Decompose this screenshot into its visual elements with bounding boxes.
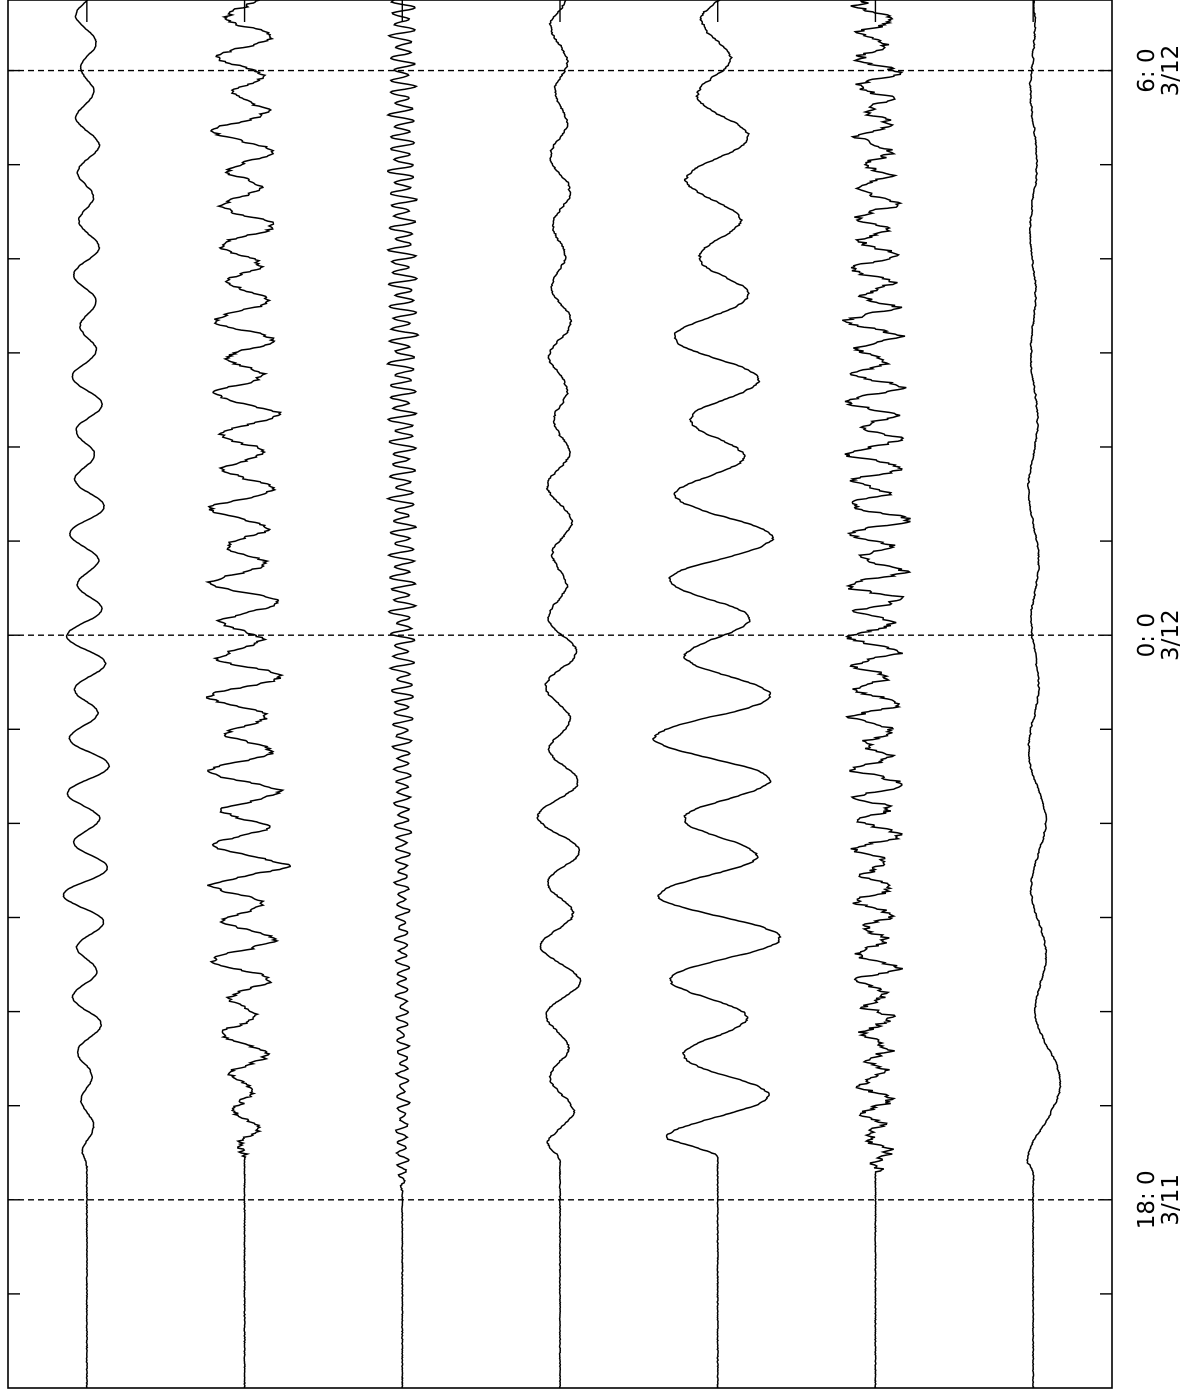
- tick-label-group-1: 0: 03/12: [1134, 609, 1184, 661]
- series-trace-2: [204, 0, 292, 1389]
- tick-label-group-2: 6: 03/12: [1134, 45, 1184, 97]
- series-layer: [62, 0, 1062, 1389]
- tick-label-time-1: 0: 0: [1134, 613, 1160, 657]
- series-trace-1: [62, 0, 111, 1389]
- series-trace-6: [842, 0, 912, 1389]
- grid-layer: [8, 69, 1112, 1201]
- tick-label-group-0: 18: 03/11: [1134, 1170, 1184, 1229]
- label-layer: 18: 03/110: 03/126: 03/12: [1134, 45, 1184, 1230]
- series-trace-4: [536, 0, 582, 1389]
- tick-label-time-2: 6: 0: [1134, 48, 1160, 92]
- series-trace-5: [652, 0, 782, 1389]
- series-trace-3: [385, 0, 420, 1389]
- tick-label-date-2: 3/12: [1158, 45, 1184, 97]
- tick-label-time-0: 18: 0: [1134, 1170, 1160, 1229]
- tick-label-date-1: 3/12: [1158, 609, 1184, 661]
- series-trace-7: [1026, 0, 1062, 1389]
- tick-layer: [8, 69, 1112, 1295]
- tick-label-date-0: 3/11: [1158, 1174, 1184, 1226]
